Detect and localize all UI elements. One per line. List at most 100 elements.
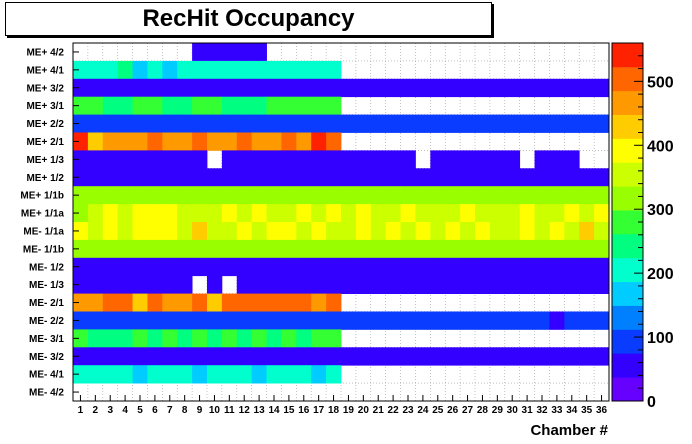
heatmap-cell [236, 78, 253, 98]
heatmap-cell [192, 114, 208, 133]
color-scale-bar [611, 42, 644, 402]
heatmap-cell [415, 222, 431, 241]
heatmap-cell [415, 275, 431, 294]
heatmap-cell [415, 311, 431, 330]
heatmap-cell [102, 96, 119, 115]
heatmap-cell [594, 204, 610, 223]
heatmap-cell [430, 222, 446, 241]
heatmap-cell [326, 347, 342, 366]
heatmap-cell [534, 78, 550, 98]
heatmap-cell [400, 347, 416, 366]
heatmap-cell [355, 186, 372, 205]
heatmap-cell [370, 78, 387, 98]
heatmap-cell [534, 347, 550, 366]
heatmap-cell [102, 257, 119, 277]
heatmap-cell [311, 132, 327, 151]
y-tick-label: ME+ 1/2 [26, 173, 64, 184]
heatmap-cell [236, 222, 253, 241]
heatmap-cell [579, 257, 595, 277]
color-scale-tick-label: 200 [647, 266, 674, 283]
heatmap-cell [73, 275, 89, 294]
heatmap-cell [311, 150, 327, 169]
heatmap-cell [177, 150, 193, 169]
x-tick-label: 17 [313, 405, 325, 416]
heatmap-cell [504, 78, 521, 98]
heatmap-cell [445, 239, 461, 259]
heatmap-cell [132, 347, 148, 366]
heatmap-cell [73, 114, 89, 133]
heatmap-cell [207, 43, 223, 62]
heatmap-cell [73, 78, 89, 98]
heatmap-cell [400, 78, 416, 98]
heatmap-cell [236, 275, 253, 294]
heatmap-cell [579, 222, 595, 241]
heatmap-cell [102, 239, 119, 259]
heatmap-cell [385, 186, 401, 205]
x-tick-label: 21 [373, 405, 385, 416]
heatmap-cell [192, 293, 208, 312]
heatmap-cell [162, 132, 178, 151]
heatmap-cell [400, 239, 416, 259]
heatmap-cell [177, 365, 193, 384]
heatmap-cell [177, 78, 193, 98]
heatmap-cell [296, 96, 312, 115]
heatmap-cell [132, 60, 148, 80]
heatmap-cell [117, 365, 133, 384]
heatmap-cell [504, 204, 521, 223]
heatmap-cell [192, 204, 208, 223]
heatmap-cell [385, 275, 401, 294]
heatmap-cell [504, 114, 521, 133]
heatmap-cell [192, 168, 208, 187]
heatmap-cell [311, 204, 327, 223]
color-scale-tick-label: 300 [647, 202, 674, 219]
heatmap-cell [370, 204, 387, 223]
heatmap-cell [117, 329, 133, 348]
heatmap-cell [549, 114, 565, 133]
heatmap-cell [564, 311, 580, 330]
color-scale-band [612, 281, 643, 306]
heatmap-cell [475, 186, 491, 205]
heatmap-cell [281, 275, 297, 294]
heatmap-cell [147, 257, 163, 277]
heatmap-cell [117, 60, 133, 80]
heatmap-cell [415, 347, 431, 366]
heatmap-cell [102, 132, 119, 151]
heatmap-cell [415, 186, 431, 205]
heatmap-cell [326, 168, 342, 187]
heatmap-cell [236, 239, 253, 259]
heatmap-cell [326, 222, 342, 241]
heatmap-cell [266, 96, 282, 115]
heatmap-cell [326, 186, 342, 205]
color-scale-band [612, 305, 643, 330]
color-scale-ticks: 0 100 200 300 400 500 [634, 42, 674, 411]
y-tick-label: ME+ 2/2 [26, 119, 64, 130]
heatmap-cell [385, 114, 401, 133]
heatmap-cell [385, 168, 401, 187]
heatmap-cell [236, 365, 253, 384]
heatmap-cell [207, 293, 223, 312]
heatmap-cell [475, 150, 491, 169]
heatmap-cell [370, 150, 387, 169]
y-tick-label: ME+ 4/2 [26, 47, 64, 58]
heatmap-cell [355, 311, 372, 330]
heatmap-cell [594, 275, 610, 294]
heatmap-cell [281, 365, 297, 384]
heatmap-cell [311, 329, 327, 348]
heatmap-cell [489, 222, 506, 241]
chart-title-box: RecHit Occupancy [5, 2, 492, 36]
heatmap-cell [266, 347, 282, 366]
heatmap-cell [236, 204, 253, 223]
heatmap-cell [296, 347, 312, 366]
heatmap-cell [594, 186, 610, 205]
heatmap-cell [326, 132, 342, 151]
heatmap-cell [147, 329, 163, 348]
heatmap-cell [73, 132, 89, 151]
heatmap-cell [460, 239, 476, 259]
heatmap-cell [296, 222, 312, 241]
heatmap-cell [534, 186, 550, 205]
heatmap-cell [117, 78, 133, 98]
heatmap-cell [326, 311, 342, 330]
heatmap-cell [415, 114, 431, 133]
y-tick-label: ME- 3/1 [29, 334, 64, 345]
heatmap-cell [221, 222, 238, 241]
